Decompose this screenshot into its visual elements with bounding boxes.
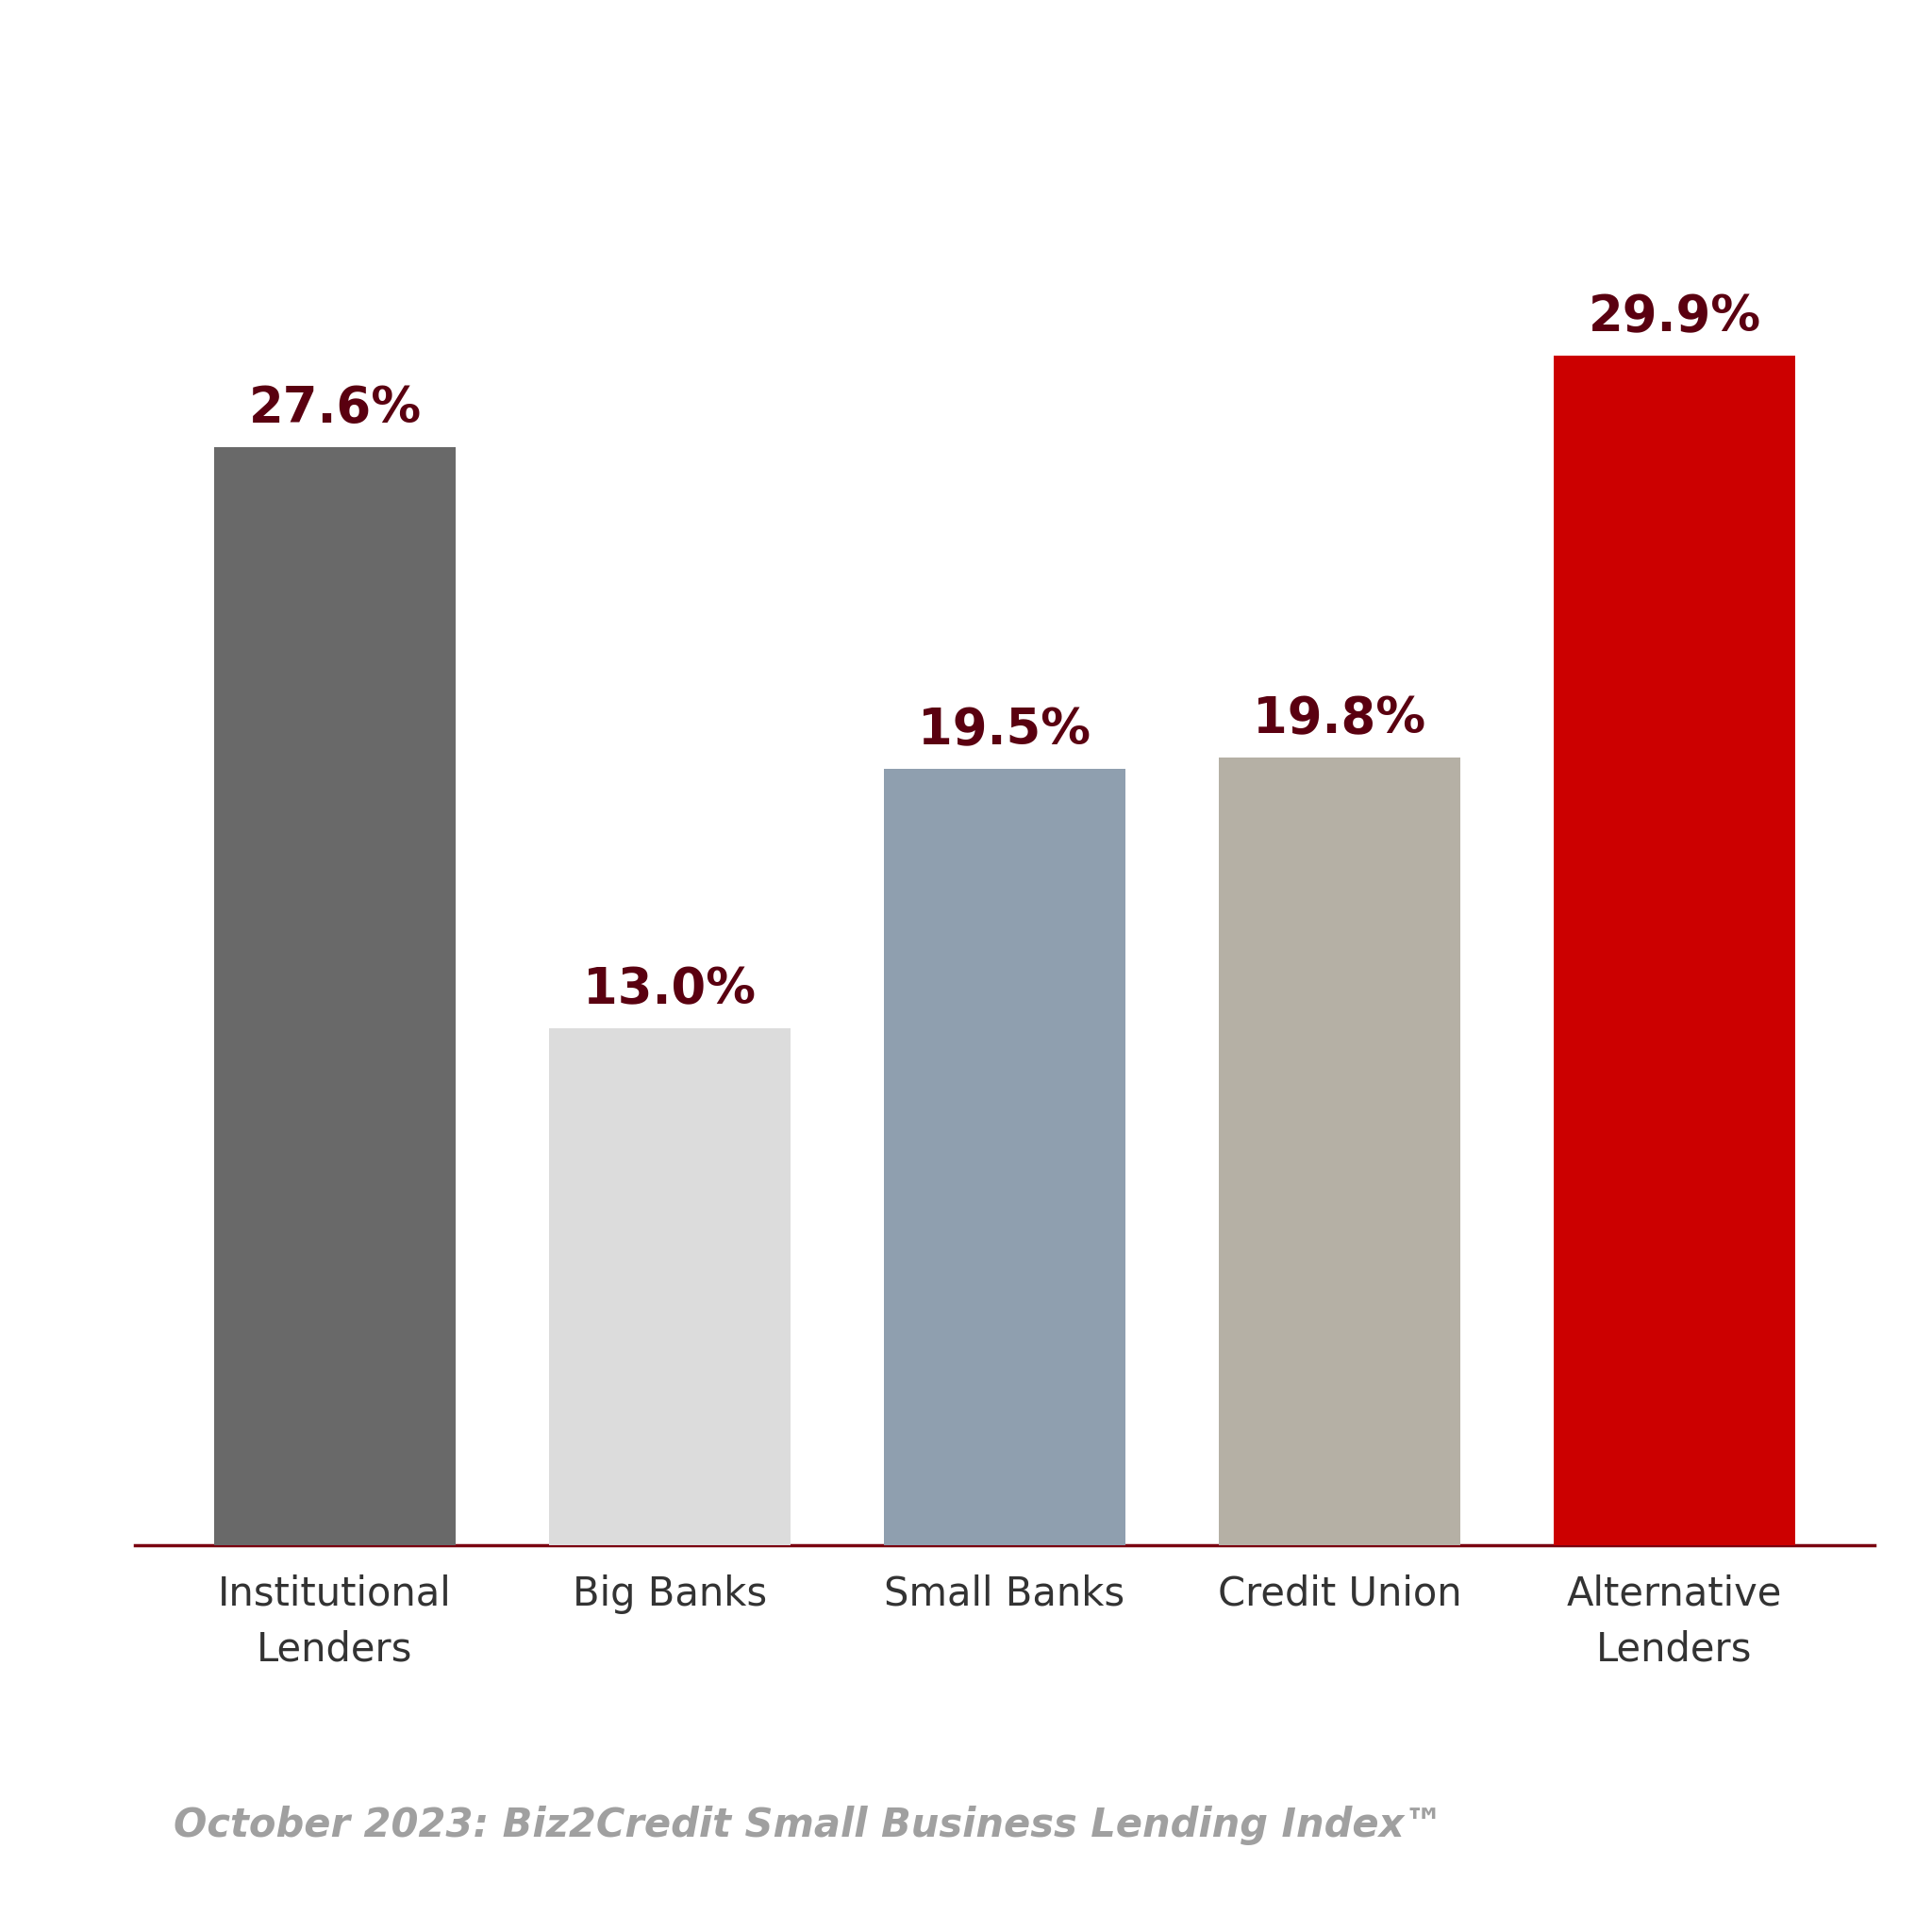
Bar [1553, 355, 1795, 1546]
Bar [214, 446, 456, 1546]
Text: 29.9%: 29.9% [1588, 292, 1760, 342]
Bar [1219, 757, 1461, 1546]
Text: 27.6%: 27.6% [249, 384, 421, 433]
Text: 19.5%: 19.5% [918, 707, 1092, 755]
Bar [549, 1028, 790, 1546]
Bar [885, 769, 1124, 1546]
Text: 19.8%: 19.8% [1254, 694, 1426, 744]
Text: 13.0%: 13.0% [583, 966, 755, 1014]
Text: October 2023: Biz2Credit Small Business Lending Index™: October 2023: Biz2Credit Small Business … [174, 1804, 1443, 1845]
